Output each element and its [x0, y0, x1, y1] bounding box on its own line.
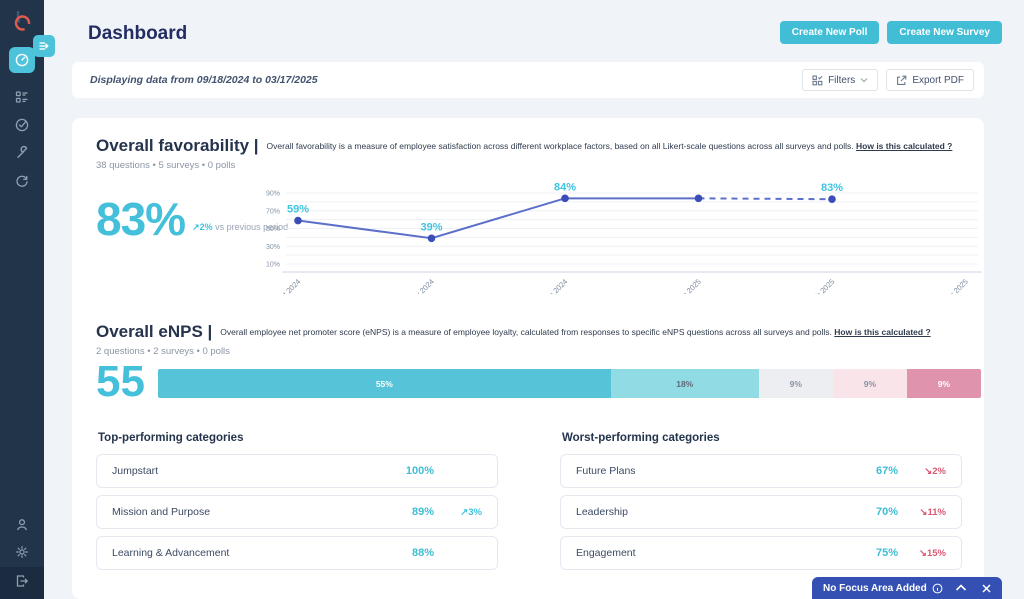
category-row-future-plans: Future Plans 67% ↘2% [560, 454, 962, 488]
sidebar-footer [0, 567, 44, 599]
favorability-description: Overall favorability is a measure of emp… [266, 141, 953, 151]
svg-text:Jan 2025: Jan 2025 [675, 277, 703, 294]
focus-area-label: No Focus Area Added [823, 582, 927, 594]
enps-stacked-bar: 55% 18% 9% 9% 9% [158, 369, 981, 398]
expand-arrow-icon [39, 42, 49, 50]
sidebar-item-settings[interactable] [9, 539, 35, 565]
favorability-score: 83% [96, 193, 186, 245]
wrench-icon [17, 145, 28, 158]
category-delta: ↘2% [924, 465, 946, 477]
svg-text:84%: 84% [554, 181, 576, 193]
filters-button[interactable]: Filters [802, 69, 879, 91]
close-icon[interactable] [982, 583, 991, 593]
favorability-delta-caption: vs previous period [212, 222, 289, 232]
polls-list-icon [15, 91, 28, 103]
svg-text:Feb 2025: Feb 2025 [808, 277, 837, 294]
create-new-poll-button[interactable]: Create New Poll [779, 21, 880, 44]
enps-meta: 2 questions • 2 surveys • 0 polls [96, 346, 230, 357]
favorability-score-block: 83% ↗2% vs previous period [96, 196, 288, 242]
filters-label: Filters [828, 74, 856, 86]
svg-text:70%: 70% [266, 208, 280, 215]
worst-categories-section: Worst-performing categories Future Plans… [560, 432, 962, 577]
svg-text:10%: 10% [266, 262, 280, 269]
sidebar-item-polls[interactable] [9, 84, 35, 110]
category-row-mission-and-purpose: Mission and Purpose 89% ↗3% [96, 495, 498, 529]
category-row-engagement: Engagement 75% ↘15% [560, 536, 962, 570]
category-delta: ↘11% [919, 506, 946, 518]
check-circle-icon [15, 118, 29, 132]
favorability-line-chart: 10% 30% 50% 70% 90% Oct 2024 Nov 2024 Dec 2024 J… [266, 181, 982, 294]
export-icon [897, 75, 907, 85]
sidebar-item-sync[interactable] [9, 168, 35, 194]
settings-gear-icon [16, 546, 28, 558]
create-new-survey-button[interactable]: Create New Survey [887, 21, 1002, 44]
category-delta: ↗3% [460, 506, 482, 518]
sidebar-item-dashboard[interactable] [9, 47, 35, 73]
svg-text:90%: 90% [266, 191, 280, 198]
enps-segment: 9% [832, 369, 907, 398]
top-categories-title: Top-performing categories [98, 432, 244, 444]
user-icon [16, 519, 28, 531]
svg-text:Dec 2024: Dec 2024 [540, 277, 569, 294]
enps-segment: 18% [610, 369, 759, 398]
svg-text:59%: 59% [287, 204, 309, 216]
export-pdf-button[interactable]: Export PDF [886, 69, 974, 91]
enps-description: Overall employee net promoter score (eNP… [220, 327, 931, 337]
sidebar-item-tasks[interactable] [9, 112, 35, 138]
date-range-bar: Displaying data from 09/18/2024 to 03/17… [72, 62, 984, 98]
svg-text:50%: 50% [266, 226, 280, 233]
page-title: Dashboard [88, 23, 188, 44]
dashboard-card: Overall favorability | Overall favorabil… [72, 118, 984, 599]
svg-text:30%: 30% [266, 244, 280, 251]
enps-segment: 9% [906, 369, 981, 398]
enps-segment: 9% [758, 369, 833, 398]
top-categories-section: Top-performing categories Jumpstart 100%… [96, 432, 498, 577]
sidebar [0, 0, 44, 599]
worst-categories-title: Worst-performing categories [562, 432, 720, 444]
svg-text:83%: 83% [821, 182, 843, 194]
sidebar-item-tools[interactable] [9, 140, 35, 166]
svg-text:Mar 2025: Mar 2025 [941, 277, 970, 294]
focus-area-bar[interactable]: No Focus Area Added [812, 577, 1002, 599]
favorability-header: Overall favorability | Overall favorabil… [96, 136, 952, 156]
favorability-delta: ↗2% [192, 222, 213, 232]
favorability-how-calculated-link[interactable]: How is this calculated ? [856, 141, 953, 151]
export-pdf-label: Export PDF [912, 74, 964, 86]
enps-how-calculated-link[interactable]: How is this calculated ? [834, 327, 931, 337]
chevron-down-icon [860, 78, 868, 83]
app-logo-icon [14, 10, 31, 31]
sidebar-item-logout[interactable] [9, 568, 35, 594]
refresh-icon [16, 175, 28, 187]
svg-text:Oct 2024: Oct 2024 [275, 277, 303, 294]
favorability-meta: 38 questions • 5 surveys • 0 polls [96, 160, 236, 171]
category-row-learning-advancement: Learning & Advancement 88% [96, 536, 498, 570]
svg-text:Nov 2024: Nov 2024 [407, 277, 436, 294]
enps-header: Overall eNPS | Overall employee net prom… [96, 322, 931, 342]
category-row-jumpstart: Jumpstart 100% [96, 454, 498, 488]
logout-icon [16, 575, 28, 587]
svg-text:39%: 39% [420, 221, 442, 233]
enps-segment: 55% [158, 369, 611, 398]
enps-score: 55 [96, 357, 145, 406]
category-row-leadership: Leadership 70% ↘11% [560, 495, 962, 529]
favorability-title: Overall favorability | [96, 136, 259, 155]
sidebar-item-profile[interactable] [9, 512, 35, 538]
category-delta: ↘15% [919, 547, 946, 559]
info-icon [932, 583, 943, 593]
filters-grid-icon [812, 74, 823, 85]
sidebar-expand-button[interactable] [33, 35, 55, 57]
enps-title: Overall eNPS | [96, 322, 213, 341]
dashboard-gauge-icon [15, 53, 29, 67]
chevron-up-icon[interactable] [955, 584, 967, 592]
date-range-text: Displaying data from 09/18/2024 to 03/17… [90, 74, 318, 86]
